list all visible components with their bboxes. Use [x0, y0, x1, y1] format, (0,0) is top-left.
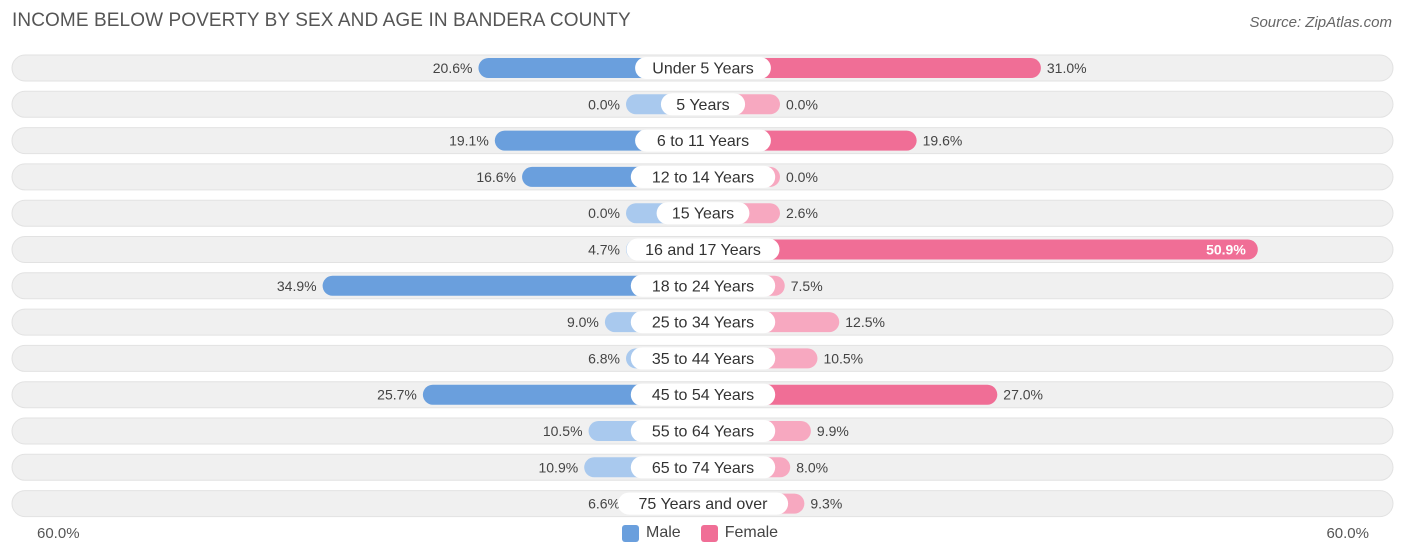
female-value-label: 2.6%: [786, 205, 818, 221]
female-value-label: 9.3%: [810, 496, 842, 512]
category-label-background: [630, 420, 776, 442]
category-label: 15 Years: [672, 206, 734, 223]
source-label: Source: ZipAtlas.com: [1249, 14, 1392, 31]
male-value-label: 0.0%: [588, 205, 620, 221]
female-value-label: 10.5%: [823, 350, 863, 366]
female-value-label: 12.5%: [845, 314, 885, 330]
female-bar: [703, 384, 998, 405]
female-swatch: [700, 524, 718, 542]
category-label: 12 to 14 Years: [652, 169, 754, 186]
male-value-label: 16.6%: [476, 169, 516, 185]
category-label-background: [630, 311, 776, 334]
male-value-label: 19.1%: [449, 133, 489, 149]
category-label: 35 to 44 Years: [652, 351, 754, 368]
female-value-label: 9.9%: [817, 423, 849, 439]
chart-title: INCOME BELOW POVERTY BY SEX AND AGE IN B…: [12, 10, 631, 31]
male-value-label: 10.9%: [538, 459, 578, 475]
axis-left-label: 60.0%: [37, 525, 80, 542]
male-bar: [322, 275, 703, 296]
category-label-background: [635, 57, 771, 79]
male-value-label: 34.9%: [277, 278, 317, 294]
category-label-background: [630, 456, 776, 479]
male-value-label: 4.7%: [588, 242, 620, 258]
legend-male: Male: [622, 524, 681, 542]
legend-male-label: Male: [646, 524, 681, 541]
male-swatch: [622, 524, 639, 542]
category-label: 25 to 34 Years: [652, 315, 754, 332]
category-label: 5 Years: [676, 97, 729, 114]
category-label-background: [630, 383, 776, 406]
category-label-background: [626, 238, 780, 261]
legend: Male Female: [622, 524, 798, 542]
female-value-label: 0.0%: [786, 169, 818, 185]
category-label: 45 to 54 Years: [652, 387, 754, 404]
male-value-label: 9.0%: [567, 314, 599, 330]
category-label: 65 to 74 Years: [652, 460, 754, 477]
category-label: 75 Years and over: [639, 496, 769, 513]
female-value-label: 31.0%: [1047, 60, 1087, 76]
female-bar: [703, 239, 1258, 260]
category-label: Under 5 Years: [652, 61, 753, 78]
male-value-label: 6.6%: [588, 496, 620, 512]
category-label: 55 to 64 Years: [652, 424, 754, 441]
male-value-label: 6.8%: [588, 350, 620, 366]
female-value-label: 7.5%: [791, 278, 823, 294]
category-label: 6 to 11 Years: [657, 133, 749, 150]
category-label-background: [617, 492, 789, 515]
legend-female-label: Female: [724, 524, 779, 541]
category-label: 18 to 24 Years: [652, 278, 754, 295]
category-label-background: [630, 165, 776, 188]
female-value-label: 50.9%: [1206, 242, 1246, 258]
male-value-label: 0.0%: [588, 96, 620, 112]
female-value-label: 8.0%: [796, 459, 828, 475]
female-value-label: 0.0%: [786, 96, 818, 112]
category-label-background: [630, 347, 776, 370]
poverty-chart: 20.6% 31.0% Under 5 Years 0.0% 0.0% 5 Years 19…: [11, 54, 1394, 518]
category-label-background: [630, 274, 776, 297]
female-bar: [703, 58, 1041, 78]
female-value-label: 19.6%: [923, 133, 963, 149]
male-value-label: 10.5%: [543, 423, 583, 439]
legend-female: Female: [700, 524, 779, 542]
category-label: 16 and 17 Years: [645, 242, 761, 259]
category-label-background: [656, 202, 750, 225]
female-value-label: 27.0%: [1003, 387, 1043, 403]
male-value-label: 25.7%: [377, 387, 417, 403]
category-label-background: [660, 93, 746, 116]
category-label-background: [635, 129, 771, 152]
axis-right-label: 60.0%: [1326, 525, 1369, 542]
male-value-label: 20.6%: [433, 60, 473, 76]
